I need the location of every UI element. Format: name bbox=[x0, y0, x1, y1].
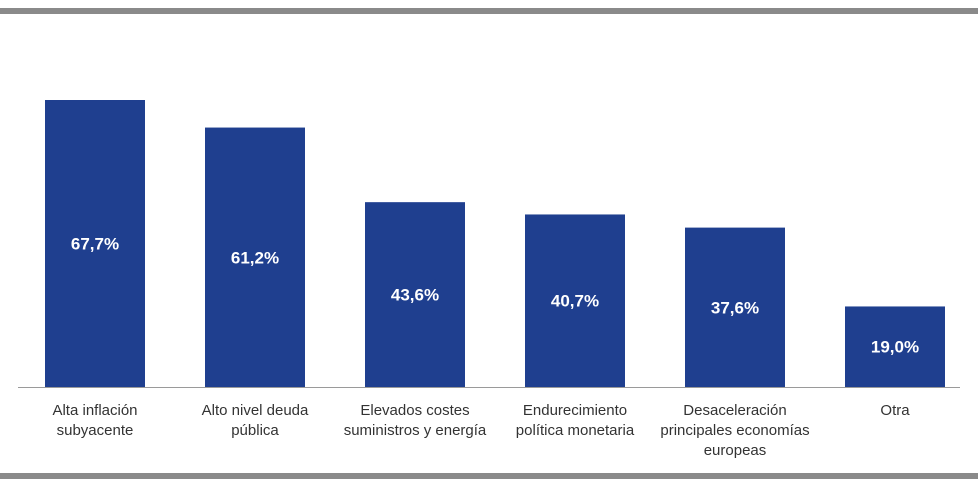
bars-group bbox=[45, 100, 945, 387]
category-label-4: Endurecimiento política monetaria bbox=[516, 402, 635, 439]
category-label-3: Elevados costes suministros y energía bbox=[344, 402, 487, 439]
bar-4 bbox=[525, 214, 625, 387]
bottom-rule bbox=[0, 473, 978, 479]
data-label-2: 61,2% bbox=[231, 248, 279, 267]
data-label-3: 43,6% bbox=[391, 286, 439, 305]
category-label-5: Desaceleración principales economías europ… bbox=[660, 402, 809, 459]
category-label-2: Alto nivel deuda pública bbox=[202, 402, 309, 439]
data-label-4: 40,7% bbox=[551, 292, 599, 311]
data-label-6: 19,0% bbox=[871, 338, 919, 357]
bar-6 bbox=[845, 306, 945, 387]
bar-2 bbox=[205, 127, 305, 387]
bar-5 bbox=[685, 227, 785, 387]
top-rule bbox=[0, 8, 978, 14]
bar-1 bbox=[45, 100, 145, 387]
category-labels-group: Alta inflación subyacente Alto nivel deuda… bbox=[52, 402, 910, 459]
category-label-6: Otra bbox=[880, 402, 910, 419]
data-label-5: 37,6% bbox=[711, 298, 759, 317]
data-labels-group: 67,7% 61,2% 43,6% 40,7% 37,6% 19,0% bbox=[71, 235, 919, 357]
data-label-1: 67,7% bbox=[71, 235, 119, 254]
category-label-1: Alta inflación subyacente bbox=[52, 402, 137, 439]
bar-3 bbox=[365, 202, 465, 387]
